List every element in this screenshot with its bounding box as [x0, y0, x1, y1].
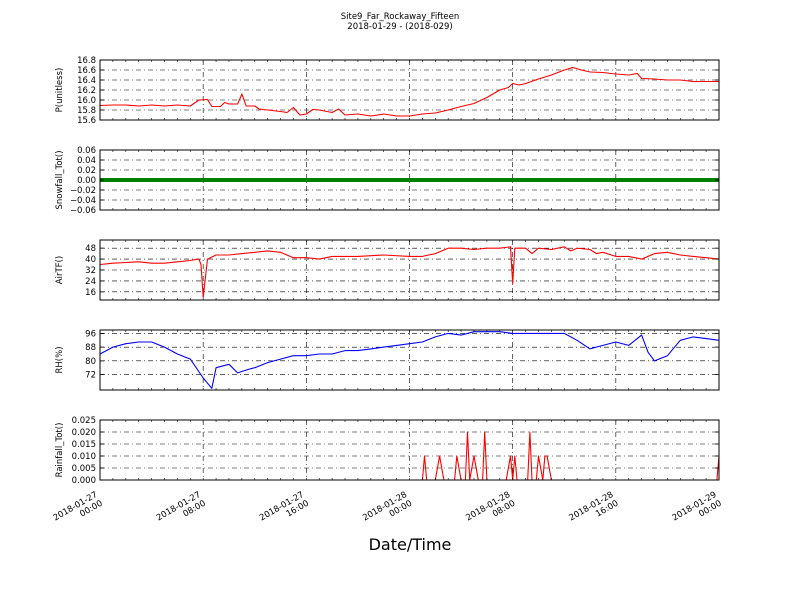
data-series-line: [99, 246, 720, 298]
x-tick-label: 2018-01-2716:00: [258, 490, 311, 532]
y-tick-label: −0.02: [70, 186, 96, 196]
y-tick-label: 16.4: [77, 76, 96, 86]
x-tick-label: 2018-01-2900:00: [671, 490, 724, 532]
x-tick-label: 2018-01-2808:00: [464, 490, 517, 532]
y-tick-label: 16.0: [77, 96, 96, 106]
y-tick-label: 96: [85, 329, 96, 339]
y-tick-label: 40: [85, 255, 96, 265]
panel: 0.000 0.005 0.010 0.015 0.020 0.025 Rainfall_T…: [55, 416, 720, 486]
y-tick-label: −0.04: [70, 196, 96, 206]
y-tick-label: 0.02: [77, 166, 96, 176]
y-tick-label: 48: [85, 244, 96, 254]
y-tick-label: 16.2: [77, 86, 96, 96]
y-tick-label: 15.8: [77, 106, 96, 116]
y-tick-label: 80: [85, 357, 96, 367]
y-tick-label: 0.000: [72, 476, 96, 486]
y-tick-label: 0.025: [72, 416, 96, 426]
data-series-line: [99, 331, 720, 389]
x-tick-label: 2018-01-2800:00: [361, 490, 414, 532]
data-series-line: [99, 66, 719, 117]
panel: −0.06−0.04−0.020.000.020.040.06 Snowfall_…: [55, 146, 720, 216]
y-tick-label: 32: [85, 266, 96, 276]
panel: 72 80 88 96 RH(%): [55, 329, 720, 391]
y-axis-label: Snowfall_Tot(): [55, 150, 65, 209]
y-tick-label: 0.04: [77, 156, 96, 166]
y-axis-label: P(unitless): [55, 68, 65, 113]
y-tick-label: 88: [85, 343, 96, 353]
y-tick-label: 72: [85, 371, 96, 381]
y-tick-label: −0.06: [70, 206, 96, 216]
y-axis-label: RH(%): [55, 346, 65, 373]
data-series-line: [100, 431, 720, 481]
y-tick-label: 24: [85, 277, 96, 287]
y-tick-label: 0.005: [72, 464, 96, 474]
panels: 15.615.816.016.216.416.616.8 P(unitless) −…: [52, 56, 724, 532]
y-tick-label: 0.015: [72, 440, 96, 450]
y-tick-label: 16.8: [77, 56, 96, 66]
y-axis-label: Rainfall_Tot(): [55, 423, 65, 478]
y-tick-label: 0.020: [72, 428, 96, 438]
x-tick-label: 2018-01-2708:00: [155, 490, 208, 532]
y-tick-label: 0.00: [77, 176, 96, 186]
y-tick-label: 16: [85, 288, 96, 298]
x-axis-label: Date/Time: [369, 535, 452, 554]
figure-subtitle: 2018-01-29 - (2018-029): [347, 22, 452, 32]
y-tick-label: 0.06: [77, 146, 96, 156]
figure-title: Site9_Far_Rockaway_Fifteen: [341, 12, 460, 22]
y-tick-label: 16.6: [77, 66, 96, 76]
x-tick-labels: 2018-01-2700:00 2018-01-2708:00 2018-01-27…: [52, 490, 724, 532]
y-tick-label: 15.6: [77, 116, 96, 126]
y-axis-label: AirTF(): [55, 256, 65, 284]
x-tick-label: 2018-01-2816:00: [568, 490, 621, 532]
y-tick-label: 0.010: [72, 452, 96, 462]
panel: 15.615.816.016.216.416.616.8 P(unitless): [55, 56, 720, 126]
x-tick-label: 2018-01-2700:00: [52, 490, 105, 532]
